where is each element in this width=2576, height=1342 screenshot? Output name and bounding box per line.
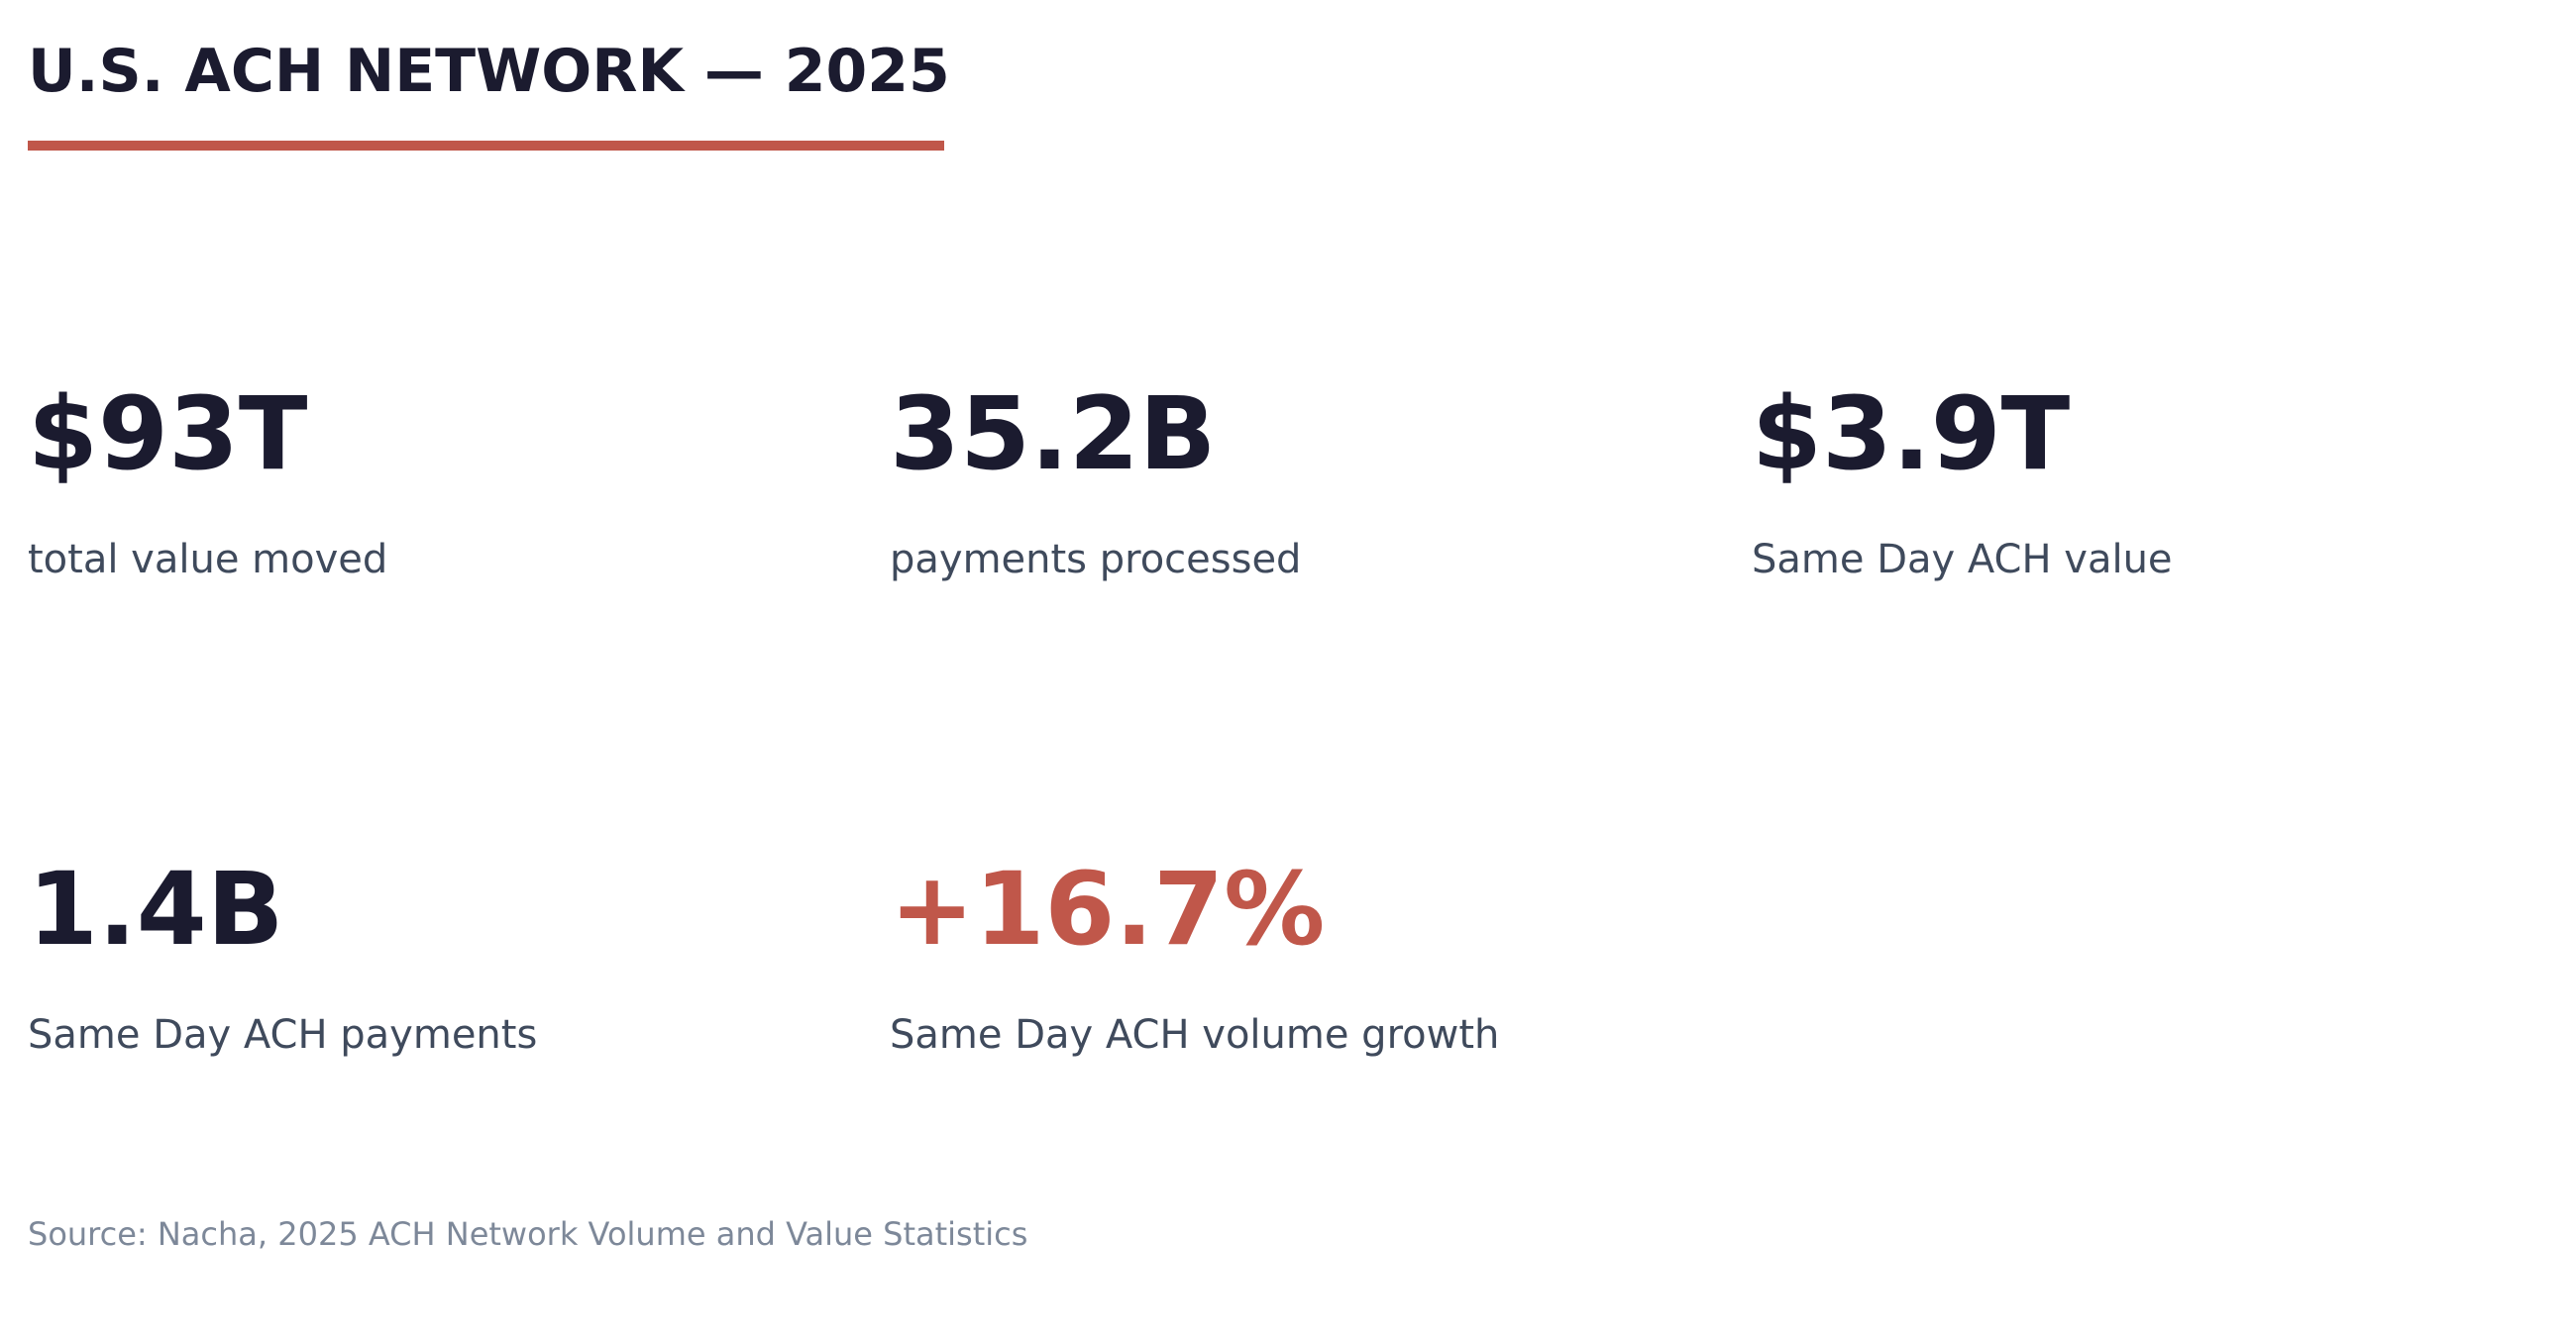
stat-total-value: $93T total value moved: [28, 376, 880, 583]
stat-same-day-value: $3.9T Same Day ACH value: [1752, 376, 2576, 583]
stat-label: Same Day ACH value: [1752, 537, 2173, 582]
stat-same-day-payments: 1.4B Same Day ACH payments: [28, 852, 880, 1059]
stat-value: 1.4B: [28, 851, 284, 969]
stat-label: payments processed: [890, 537, 1302, 582]
title-underline: [28, 141, 944, 151]
stat-value: 35.2B: [890, 375, 1217, 493]
stat-value: $93T: [28, 375, 308, 493]
stat-label: total value moved: [28, 537, 388, 582]
stat-value: $3.9T: [1752, 375, 2071, 493]
stat-label: Same Day ACH volume growth: [890, 1012, 1500, 1058]
stat-label: Same Day ACH payments: [28, 1012, 538, 1058]
source-note: Source: Nacha, 2025 ACH Network Volume a…: [28, 1215, 1028, 1253]
stat-value: +16.7%: [890, 851, 1326, 969]
stat-same-day-growth: +16.7% Same Day ACH volume growth: [890, 852, 1742, 1059]
page-title: U.S. ACH NETWORK — 2025: [28, 37, 950, 106]
stat-payments-processed: 35.2B payments processed: [890, 376, 1742, 583]
